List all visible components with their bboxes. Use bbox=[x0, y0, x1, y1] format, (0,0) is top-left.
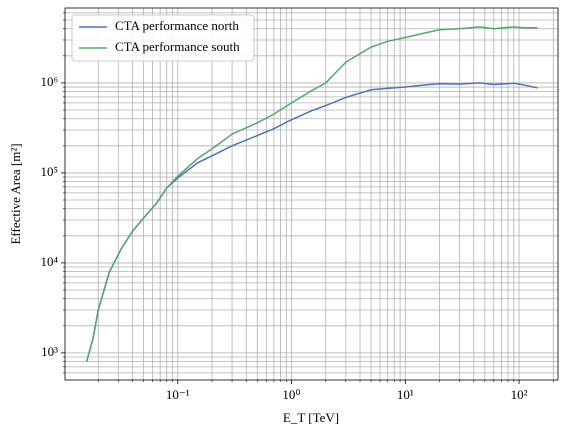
y-tick-label: 10³ bbox=[41, 344, 58, 359]
legend-box bbox=[71, 14, 255, 62]
legend-label: CTA performance north bbox=[115, 18, 239, 33]
series-line bbox=[85, 82, 538, 362]
y-axis-label: Effective Area [m²] bbox=[8, 143, 23, 244]
x-tick-label: 10⁰ bbox=[282, 387, 300, 402]
y-tick-label: 10⁴ bbox=[40, 254, 58, 269]
x-tick-label: 10⁻¹ bbox=[166, 387, 190, 402]
legend: CTA performance north CTA performance sou… bbox=[71, 14, 255, 62]
legend-label: CTA performance south bbox=[115, 39, 240, 54]
y-tick-label: 10⁵ bbox=[40, 164, 58, 179]
x-axis-label: E_T [TeV] bbox=[283, 410, 339, 425]
plot-frame bbox=[64, 7, 559, 381]
x-tick-label: 10¹ bbox=[397, 387, 414, 402]
series-line bbox=[85, 26, 538, 362]
y-tick-label: 10⁶ bbox=[40, 74, 58, 89]
x-tick-label: 10² bbox=[511, 387, 528, 402]
